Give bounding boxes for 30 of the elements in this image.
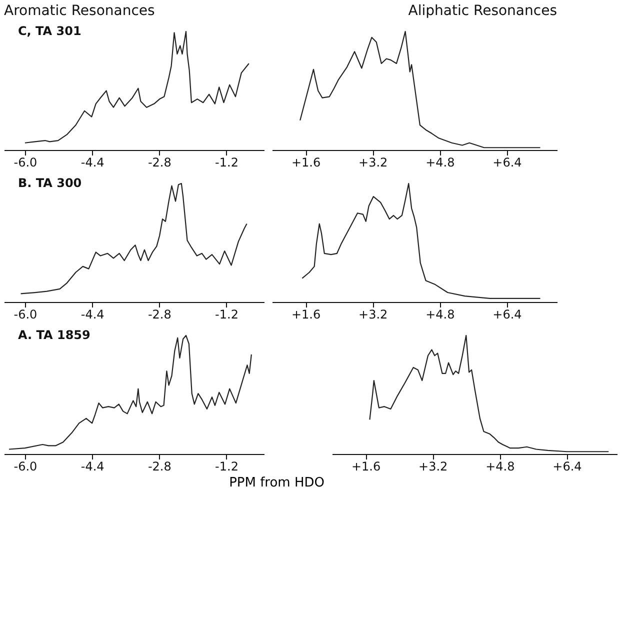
- x-tick-label: -4.4: [80, 156, 104, 170]
- x-tick-label: +6.4: [492, 308, 522, 322]
- x-tick-label: +4.8: [426, 156, 455, 170]
- x-tick-label: -1.2: [215, 308, 238, 322]
- x-tick-label: -6.0: [14, 460, 38, 474]
- x-tick-label: -6.0: [14, 156, 38, 170]
- chart-title: Aliphatic Resonances: [408, 3, 557, 19]
- x-tick-label: -4.4: [80, 308, 104, 322]
- x-tick-label: +3.2: [418, 460, 448, 474]
- x-tick-label: +6.4: [492, 156, 522, 170]
- chart-subtitle: C, TA 301: [18, 24, 82, 38]
- x-tick-label: -4.4: [80, 460, 104, 474]
- chart-subtitle: A. TA 1859: [18, 328, 90, 342]
- x-tick-label: +3.2: [358, 156, 388, 170]
- chart-title: Aromatic Resonances: [4, 3, 155, 19]
- x-tick-label: -1.2: [215, 156, 238, 170]
- x-tick-label: +4.8: [426, 308, 455, 322]
- x-tick-label: +6.4: [552, 460, 582, 474]
- chart-subtitle: B. TA 300: [18, 176, 82, 190]
- x-tick-label: -2.8: [148, 156, 172, 170]
- x-axis-title: PPM from HDO: [229, 476, 324, 490]
- x-tick-label: +4.8: [486, 460, 515, 474]
- x-tick-label: -1.2: [215, 460, 238, 474]
- x-tick-label: -6.0: [14, 308, 38, 322]
- x-tick-label: -2.8: [148, 460, 172, 474]
- x-tick-label: -2.8: [148, 308, 172, 322]
- x-tick-label: +1.6: [291, 308, 321, 322]
- x-tick-label: +1.6: [291, 156, 321, 170]
- x-tick-label: +3.2: [358, 308, 388, 322]
- x-tick-label: +1.6: [351, 460, 381, 474]
